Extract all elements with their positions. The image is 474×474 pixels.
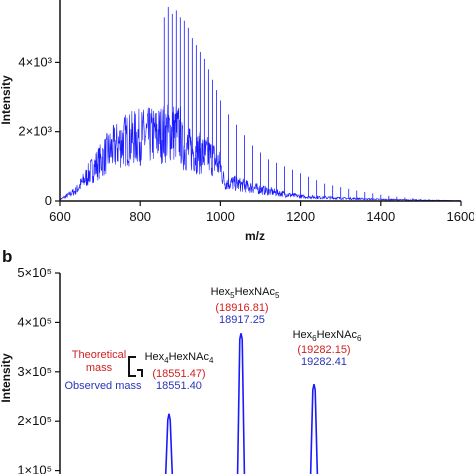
panel-a-y-tick-label: 4×10³ bbox=[18, 54, 52, 69]
panel-b-peak bbox=[164, 413, 174, 474]
panel-a-y-ticks: 0 2×10³ 4×10³ bbox=[18, 54, 60, 208]
panel-b-y-ticks: 1×10⁵ 2×10⁵ 3×10⁵ 4×10⁵ 5×10⁵ bbox=[17, 265, 60, 474]
peak-annotation-2: Hex5HexNAc5 (18916.81) 18917.25 bbox=[211, 286, 280, 326]
mass-legend: Theoretical mass Observed mass bbox=[64, 349, 143, 392]
theoretical-mass-1: (18551.47) bbox=[152, 368, 205, 380]
panel-a: 600 800 1000 1200 1400 1600 0 2×10³ 4×10³ m/z I… bbox=[0, 0, 474, 243]
legend-bracket-left bbox=[128, 356, 136, 377]
observed-mass-1: 18551.40 bbox=[156, 380, 202, 392]
panel-b: b 1×10⁵ 2×10⁵ 3×10⁵ 4×10⁵ 5×10⁵ Intensity Th… bbox=[0, 247, 362, 474]
panel-a-spectrum-trace bbox=[59, 104, 462, 202]
panel-b-peak bbox=[236, 333, 246, 474]
panel-a-x-tick-label: 800 bbox=[129, 209, 151, 224]
legend-theoretical-line1: Theoretical bbox=[72, 349, 126, 361]
panel-b-y-tick-label: 3×10⁵ bbox=[17, 364, 52, 379]
glycan-label-2: Hex5HexNAc5 bbox=[211, 286, 280, 300]
panel-a-x-tick-label: 600 bbox=[49, 209, 71, 224]
panel-a-y-tick-label: 0 bbox=[45, 193, 52, 208]
peak-annotation-1: Hex4HexNAc4 (18551.47) 18551.40 bbox=[145, 351, 214, 392]
glycan-label-3: Hex6HexNAc6 bbox=[293, 329, 362, 343]
panel-b-label: b bbox=[2, 247, 12, 266]
panel-a-spectrum bbox=[59, 6, 462, 202]
observed-mass-3: 19282.41 bbox=[301, 356, 347, 368]
panel-a-x-tick-label: 1000 bbox=[206, 209, 235, 224]
panel-a-x-tick-label: 1200 bbox=[286, 209, 315, 224]
panel-b-peak bbox=[309, 383, 319, 474]
panel-b-y-tick-label: 5×10⁵ bbox=[17, 265, 52, 280]
peak-annotation-3: Hex6HexNAc6 (19282.15) 19282.41 bbox=[293, 329, 362, 368]
theoretical-mass-2: (18916.81) bbox=[215, 302, 268, 314]
panel-a-x-axis-label: m/z bbox=[245, 229, 265, 243]
legend-observed: Observed mass bbox=[64, 380, 142, 392]
panel-a-y-axis-label: Intensity bbox=[0, 75, 13, 125]
legend-theoretical-line2: mass bbox=[86, 362, 113, 374]
panel-b-y-axis-label: Intensity bbox=[0, 353, 13, 403]
panel-b-y-tick-label: 4×10⁵ bbox=[17, 314, 52, 329]
legend-bracket-right bbox=[137, 369, 143, 377]
observed-mass-2: 18917.25 bbox=[219, 314, 265, 326]
panel-a-x-ticks: 600 800 1000 1200 1400 1600 bbox=[49, 201, 474, 224]
panel-b-peaks bbox=[164, 333, 319, 474]
panel-b-y-tick-label: 1×10⁵ bbox=[17, 463, 52, 474]
panel-b-y-tick-label: 2×10⁵ bbox=[17, 413, 52, 428]
panel-a-y-tick-label: 2×10³ bbox=[18, 124, 52, 139]
panel-a-x-tick-label: 1400 bbox=[366, 209, 395, 224]
panel-a-x-tick-label: 1600 bbox=[447, 209, 474, 224]
glycan-label-1: Hex4HexNAc4 bbox=[145, 351, 214, 365]
theoretical-mass-3: (19282.15) bbox=[297, 344, 350, 356]
